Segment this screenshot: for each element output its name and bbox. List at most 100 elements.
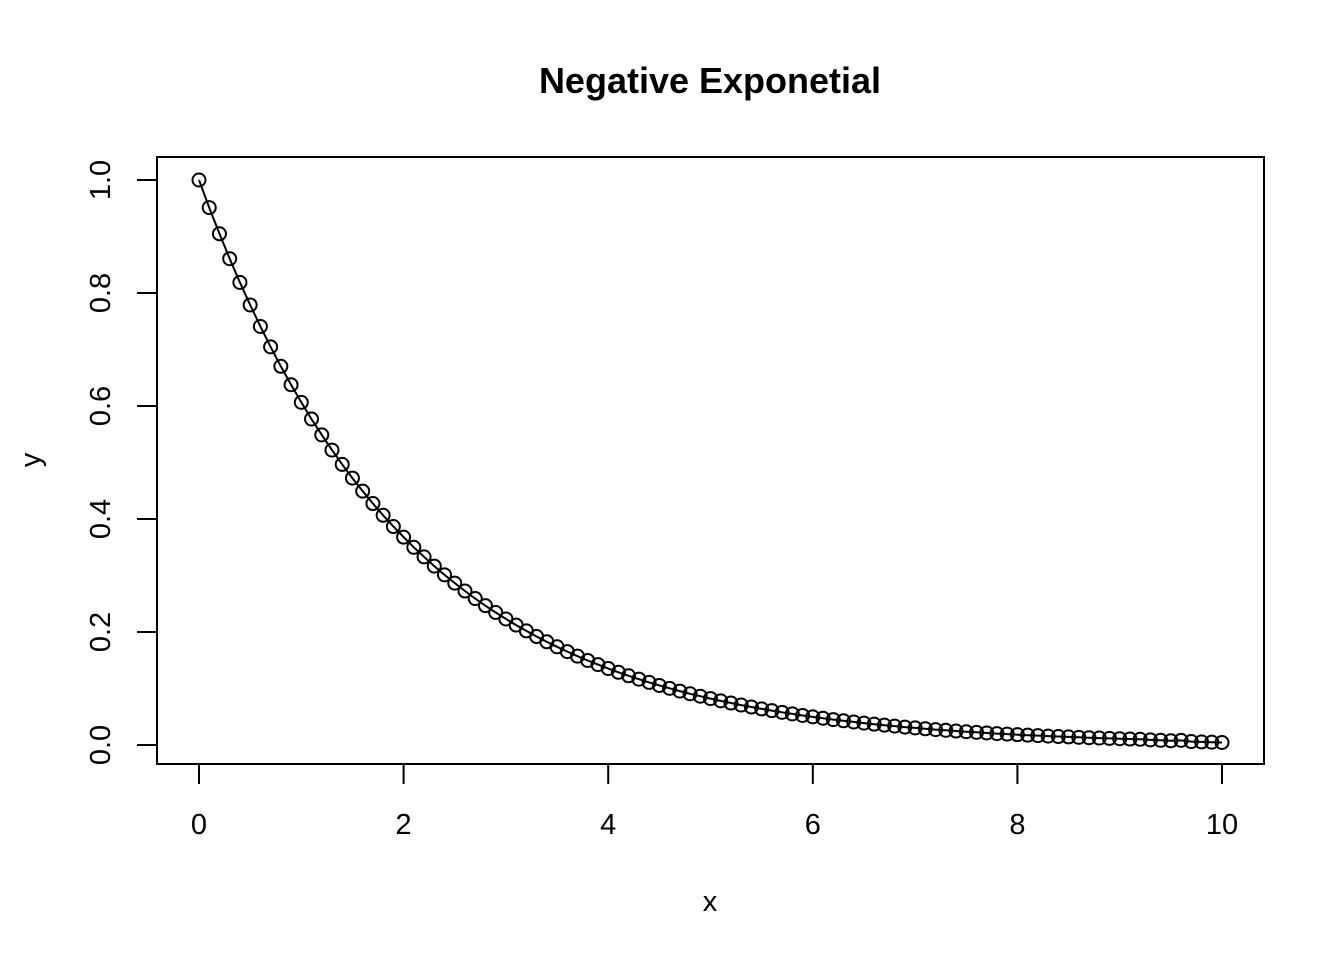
- data-point: [252, 318, 268, 334]
- data-point: [1091, 730, 1107, 746]
- data-point: [917, 721, 933, 737]
- data-point: [467, 591, 483, 607]
- data-point: [928, 722, 944, 738]
- data-point: [672, 683, 688, 699]
- data-point: [692, 688, 708, 704]
- data-point: [774, 704, 790, 720]
- data-point: [815, 710, 831, 726]
- data-point: [1153, 732, 1169, 748]
- x-tick-label: 6: [805, 809, 821, 841]
- series-line: [198, 179, 1223, 744]
- data-point: [764, 703, 780, 719]
- data-point: [437, 567, 453, 583]
- data-points: [191, 172, 1230, 750]
- data-point: [242, 297, 258, 313]
- data-point: [1173, 732, 1189, 748]
- data-point: [979, 725, 995, 741]
- data-point: [1020, 727, 1036, 743]
- data-point: [754, 701, 770, 717]
- x-tick-label: 4: [600, 809, 616, 841]
- data-point: [1122, 731, 1138, 747]
- y-axis-label: y: [15, 452, 47, 467]
- data-point: [477, 598, 493, 614]
- data-point: [948, 723, 964, 739]
- data-point: [682, 686, 698, 702]
- data-point: [1040, 728, 1056, 744]
- data-point: [211, 226, 227, 242]
- data-point: [1030, 728, 1046, 744]
- data-point: [222, 251, 238, 267]
- y-axis: 0.0 0.2 0.4 0.6 0.8 1.0: [85, 160, 158, 765]
- data-point: [1061, 729, 1077, 745]
- data-point: [1204, 734, 1220, 750]
- data-point: [662, 680, 678, 696]
- data-point: [989, 726, 1005, 742]
- data-point: [805, 709, 821, 725]
- x-tick-label: 10: [1206, 809, 1238, 841]
- data-point: [201, 200, 217, 216]
- data-point: [344, 470, 360, 486]
- data-point: [365, 496, 381, 512]
- data-point: [856, 715, 872, 731]
- data-point: [866, 716, 882, 732]
- data-point: [1132, 731, 1148, 747]
- data-point: [610, 664, 626, 680]
- data-point: [825, 712, 841, 728]
- data-point: [375, 507, 391, 523]
- data-point: [938, 722, 954, 738]
- y-tick-label: 0.6: [85, 386, 117, 426]
- data-point: [1112, 731, 1128, 747]
- data-point: [1071, 729, 1087, 745]
- data-point: [631, 671, 647, 687]
- data-point: [846, 714, 862, 730]
- data-point: [958, 724, 974, 740]
- data-point: [273, 358, 289, 374]
- data-point: [723, 695, 739, 711]
- x-axis: 0 2 4 6 8 10: [191, 763, 1238, 841]
- data-point: [283, 377, 299, 393]
- data-point: [334, 456, 350, 472]
- x-axis-label: x: [703, 886, 718, 918]
- data-point: [396, 529, 412, 545]
- data-point: [406, 539, 422, 555]
- data-point: [232, 274, 248, 290]
- data-point: [1009, 727, 1025, 743]
- data-point: [999, 726, 1015, 742]
- y-tick-label: 0.4: [85, 499, 117, 539]
- data-point: [835, 713, 851, 729]
- data-point: [304, 411, 320, 427]
- data-point: [355, 483, 371, 499]
- data-point: [385, 519, 401, 535]
- data-point: [416, 549, 432, 565]
- data-point: [641, 674, 657, 690]
- data-point: [1194, 734, 1210, 750]
- data-point: [703, 691, 718, 707]
- data-point: [876, 717, 892, 733]
- plot-frame: [156, 156, 1265, 765]
- data-point: [795, 707, 811, 723]
- data-point: [1081, 730, 1097, 746]
- data-point: [457, 583, 473, 599]
- data-point: [743, 699, 759, 715]
- data-point: [314, 427, 330, 443]
- data-point: [887, 718, 903, 734]
- data-point: [324, 442, 340, 458]
- data-point: [621, 668, 637, 684]
- data-point: [447, 575, 463, 591]
- data-point: [426, 558, 442, 574]
- x-tick-label: 8: [1009, 809, 1025, 841]
- data-point: [600, 661, 616, 677]
- data-point: [191, 172, 207, 188]
- y-tick-label: 1.0: [85, 160, 117, 200]
- data-point: [733, 697, 749, 713]
- data-point: [590, 657, 606, 673]
- data-point: [713, 693, 729, 709]
- data-point: [897, 719, 913, 735]
- x-tick-label: 0: [191, 809, 207, 841]
- data-point: [1214, 734, 1230, 750]
- data-point: [1050, 729, 1066, 745]
- data-point: [1101, 730, 1117, 746]
- y-tick-label: 0.0: [85, 725, 117, 765]
- data-point: [293, 394, 309, 410]
